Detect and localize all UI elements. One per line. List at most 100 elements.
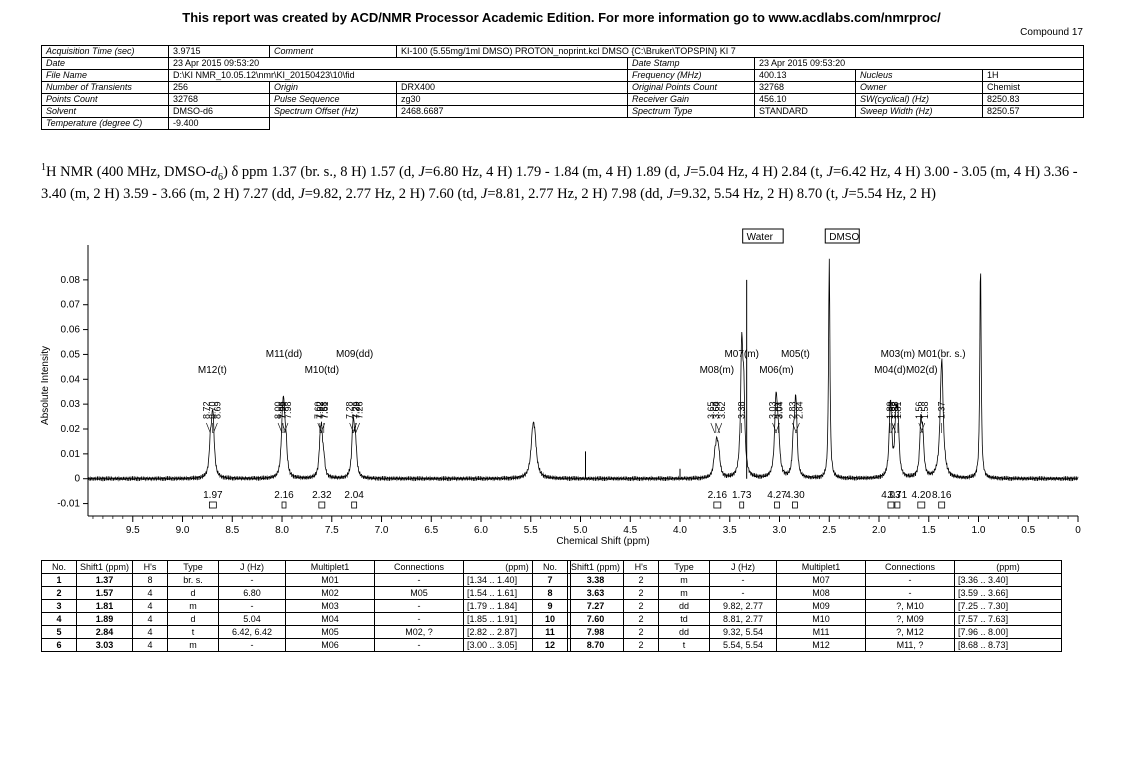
peak-table-cell: - (218, 573, 287, 587)
x-axis-label: Chemical Shift (ppm) (556, 536, 649, 547)
peak-label-text: 7.28 (345, 401, 355, 419)
peak-table-row: 11 7.98 2 dd 9.32, 5.54 M11?, M12 [7.96 .. 8.0… (532, 625, 1063, 639)
peak-table-header-cell: No. (532, 560, 568, 574)
peak-table-cell: 2 (623, 638, 660, 652)
peak-label: 1.89 (885, 401, 895, 433)
peak-table-cell: 3.38 (566, 573, 625, 587)
acquisition-value: 8250.57 (982, 105, 1084, 118)
peak-label-text: 8.70 (207, 401, 217, 419)
y-tick-label: 0 (74, 474, 80, 485)
peak-table-header-cell: Multiplet1 (776, 560, 867, 574)
peak-label-leader (710, 422, 716, 434)
peak-label: 7.61 (320, 401, 330, 434)
integral: 3.71 (888, 490, 908, 509)
acquisition-row: Date 23 Apr 2015 09:53:20 Date Stamp 23 Apr… (41, 57, 1084, 70)
peak-label-text: 7.26 (351, 401, 361, 419)
acquisition-value: zg30 (396, 93, 628, 106)
peak-table-row: 6 3.03 4 m - M06- [3.00 .. 3.05] (41, 638, 572, 652)
acquisition-value: 32768 (754, 81, 856, 94)
peak-label: 7.58 (319, 401, 329, 433)
peak-table-cell: 7.98 (566, 625, 625, 639)
peak-table-row: 9 7.27 2 dd 9.82, 2.77 M09?, M10 [7.25 .. 7.30… (532, 599, 1063, 613)
peak-label-text: 8.00 (273, 401, 283, 419)
integral-value: 3.71 (888, 490, 908, 501)
integral-value: 2.16 (274, 490, 294, 501)
peak-table-cell: 8 (532, 586, 568, 600)
peak-label: 1.58 (920, 401, 930, 434)
peak-label: 8.70 (207, 401, 217, 433)
peak-label-leader (281, 422, 287, 434)
peak-label: 8.72 (201, 401, 211, 434)
acquisition-key: Temperature (degree C) (41, 117, 169, 130)
peak-table-cell: 2 (41, 586, 77, 600)
compound-label: Compound 17 (1020, 27, 1083, 38)
integral-bracket (792, 501, 798, 509)
peak-label: 7.28 (345, 401, 355, 434)
report-title: This report was created by ACD/NMR Proce… (182, 10, 941, 25)
nmr-text-start: H NMR (400 MHz, DMSO- (46, 163, 211, 180)
peak-table-cell: M02 (285, 586, 376, 600)
peak-table-cell: 7 (532, 573, 568, 587)
acquisition-key: Solvent (41, 105, 169, 118)
x-tick-label: 1.5 (922, 525, 936, 536)
multiplet-label: M10(td) (305, 365, 339, 376)
peak-table-row: 4 1.89 4 d 5.04 M04- [1.85 .. 1.91] (41, 612, 572, 626)
acquisition-key: Acquisition Time (sec) (41, 45, 169, 58)
peak-table-cell: td (658, 612, 711, 626)
acquisition-value: 32768 (168, 93, 270, 106)
peak-table-cell: 2.84 (75, 625, 134, 639)
peak-table-cell: 4 (41, 612, 77, 626)
peak-table-cell: ?, M09 (865, 612, 956, 626)
multiplet-label: M12(t) (198, 365, 227, 376)
peak-table-cell: - (865, 573, 956, 587)
acquisition-value: Chemist (982, 81, 1084, 94)
peak-label-leader (795, 422, 800, 434)
peak-table-cell: 4 (132, 612, 169, 626)
peak-label-text: 7.96 (277, 401, 287, 419)
spectrum-trace (87, 258, 1079, 482)
acquisition-value: D:\KI NMR_10.05.12\nmr\KI_20150423\10\fi… (168, 69, 628, 82)
peak-table-row: 3 1.81 4 m - M03- [1.79 .. 1.84] (41, 599, 572, 613)
peak-label-text: 3.65 (706, 401, 716, 419)
nmr-text-segment: =6.42 Hz, 4 H) 3.00 - 3.05 (m, 4 H) 3.36… (41, 163, 1078, 202)
nmr-spectrum-chart: -0.01 0 0.01 0.02 0.03 0.04 0.05 0.06 0.07 0.08 9… (40, 228, 1081, 547)
x-tick-label: 1.0 (972, 525, 986, 536)
peak-label-text: 1.89 (885, 401, 895, 419)
peak-label-text: 1.83 (887, 401, 897, 419)
x-tick-label: 4.0 (673, 525, 687, 536)
peak-table-row: 8 3.63 2 m - M08- [3.59 .. 3.66] (532, 586, 1063, 600)
peak-table-cell: dd (658, 599, 711, 613)
peak-label: 8.00 (273, 401, 283, 434)
peak-label-text: 7.58 (319, 401, 329, 419)
peak-label-leader (918, 422, 924, 434)
peak-label-text: 7.98 (283, 401, 293, 419)
peak-table-cell: 2 (623, 625, 660, 639)
acquisition-value: 3.9715 (168, 45, 270, 58)
acquisition-row: File Name D:\KI NMR_10.05.12\nmr\KI_20150… (41, 69, 1084, 82)
peak-table-left: No. Shift1 (ppm) H's Type J (Hz) Multiplet1 Co… (41, 560, 572, 652)
peak-table-cell: [7.57 .. 7.63] (954, 612, 1063, 626)
acquisition-value: STANDARD (754, 105, 856, 118)
peak-table-cell: m (167, 599, 220, 613)
peak-label: 3.62 (717, 401, 727, 434)
coupling-j: J (418, 163, 425, 180)
peak-label-text: 1.58 (920, 401, 930, 419)
peak-table-cell: M08 (776, 586, 867, 600)
peak-label: 7.26 (355, 401, 365, 434)
acquisition-key: Date Stamp (627, 57, 755, 70)
peak-table-cell: 5 (41, 625, 77, 639)
acquisition-value: DMSO-d6 (168, 105, 270, 118)
peak-table-cell: M03 (285, 599, 376, 613)
peak-label-text: 3.62 (717, 401, 727, 419)
acquisition-key: File Name (41, 69, 169, 82)
peak-label-text: 1.81 (893, 401, 903, 419)
peak-table-cell: 12 (532, 638, 568, 652)
integral-bracket (887, 501, 895, 509)
peak-label-leader (352, 422, 357, 434)
integral-bracket (917, 501, 926, 509)
peak-table-cell: - (374, 599, 465, 613)
nmr-description: 1H NMR (400 MHz, DMSO-d6) δ ppm 1.37 (br… (41, 157, 1086, 205)
peak-table-cell: 6 (41, 638, 77, 652)
peak-label: 7.26 (351, 401, 361, 433)
peak-table-cell: ?, M12 (865, 625, 956, 639)
